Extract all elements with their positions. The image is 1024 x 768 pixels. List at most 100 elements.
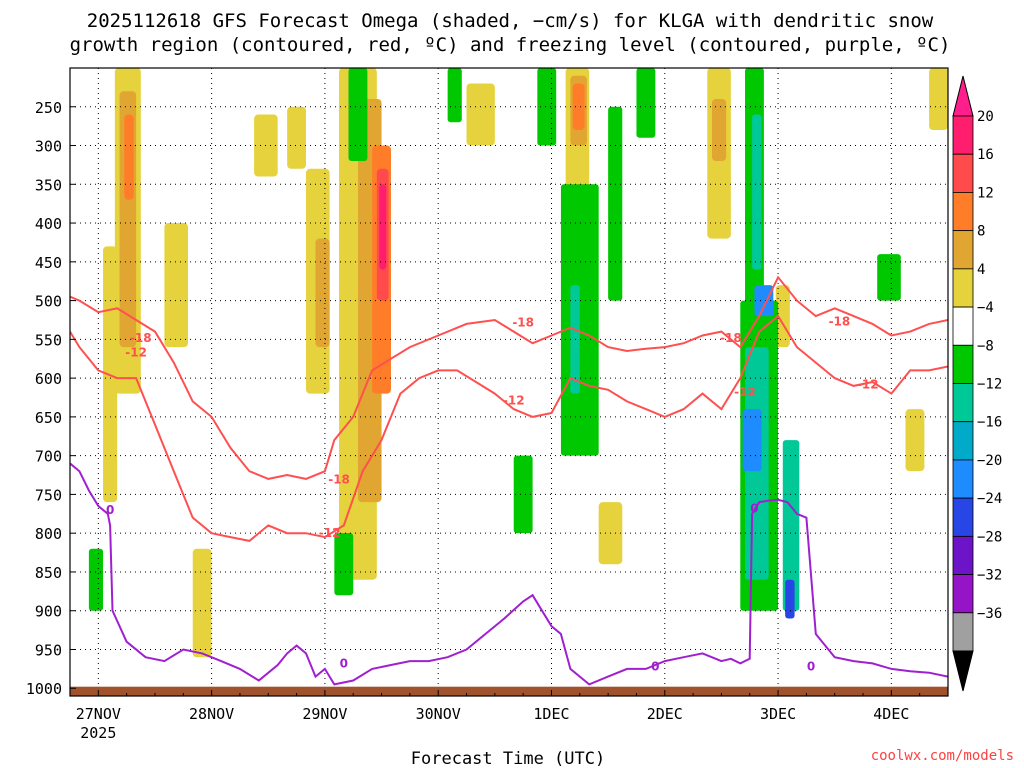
y-tick-label: 350 (35, 176, 62, 194)
contour-minus18-label: -18 (328, 473, 350, 487)
y-tick-label: 1000 (26, 680, 62, 698)
colorbar-label: −28 (977, 529, 1002, 545)
omega-descent-cell (88, 548, 104, 611)
axes: 250 300 350 400 450 500 550 600 650 700 750 800 850 9… (26, 67, 949, 742)
omega-ascent-cell (192, 548, 212, 658)
omega-descent-cell (742, 409, 762, 472)
contour-minus18 (70, 275, 948, 480)
colorbar: 20 16 12 8 4 −4 −8 −12 −16 −20 −24 −28 −32 −36 (952, 75, 1002, 692)
colorbar-swatch (952, 268, 974, 308)
y-tick-label: 650 (35, 409, 62, 427)
omega-descent-cell (754, 285, 774, 317)
y-tick-label: 500 (35, 293, 62, 311)
credit-text[interactable]: coolwx.com/models (871, 748, 1014, 764)
plot-frame (69, 67, 949, 697)
omega-ascent-cell (164, 223, 189, 348)
y-tick-label: 750 (35, 486, 62, 504)
colorbar-swatch (952, 535, 974, 575)
omega-descent-cell (537, 68, 557, 146)
colorbar-label: 8 (977, 224, 985, 240)
colorbar-label: −20 (977, 453, 1002, 469)
freezing-level-contour (70, 462, 948, 686)
omega-ascent-cell (775, 285, 790, 348)
colorbar-swatch (952, 192, 974, 232)
colorbar-swatch (952, 383, 974, 423)
contour-minus12-label: -12 (125, 346, 147, 360)
omega-ascent-cell (124, 114, 134, 200)
x-tick-label: 29NOV (302, 705, 347, 723)
omega-ascent-cell (572, 83, 585, 131)
colorbar-swatch (952, 306, 974, 346)
contour-minus18-label: -18 (130, 331, 152, 345)
omega-ascent-cell (711, 99, 727, 162)
colorbar-swatch (952, 459, 974, 499)
x-tick-label: 2DEC (647, 705, 683, 723)
colorbar-label: −32 (977, 568, 1002, 584)
freezing-level-contour-label: 0 (340, 656, 348, 670)
y-tick-label: 600 (35, 370, 62, 388)
omega-ascent-cell (315, 238, 330, 348)
x-tick-label: 27NOV (76, 705, 121, 723)
omega-descent-cell (348, 68, 368, 162)
colorbar-bottom-arrow (952, 650, 974, 692)
colorbar-swatch (952, 344, 974, 384)
colorbar-swatch (952, 153, 974, 193)
freezing-level-contour-label: 0 (807, 660, 815, 674)
colorbar-swatch (952, 115, 974, 155)
y-tick-label: 800 (35, 525, 62, 543)
colorbar-top-arrow (952, 75, 974, 117)
y-tick-label: 300 (35, 138, 62, 156)
omega-descent-cell (608, 106, 623, 301)
y-tick-label: 700 (35, 448, 62, 466)
contour-minus12-label: -12 (319, 526, 341, 540)
x-tick-label: 3DEC (760, 705, 796, 723)
y-tick-label: 900 (35, 603, 62, 621)
omega-descent-cell (877, 254, 901, 301)
y-tick-label: 950 (35, 641, 62, 659)
contour-minus18-label: -18 (829, 315, 851, 329)
omega-descent-cell (785, 579, 795, 619)
omega-descent-cell (334, 533, 354, 596)
colorbar-swatch (952, 230, 974, 270)
freezing-level-contour-label: 0 (106, 503, 114, 517)
colorbar-swatch (952, 574, 974, 614)
omega-descent-cell (636, 68, 656, 138)
omega-ascent-cell (287, 106, 307, 169)
x-tick-sublabel: 2025 (80, 724, 116, 742)
contour-minus12-label: -12 (734, 385, 756, 399)
colorbar-label: 16 (977, 147, 994, 163)
omega-descent-cell (513, 455, 533, 534)
colorbar-label: 4 (977, 262, 985, 278)
contour-minus12-label: -12 (503, 394, 525, 408)
colorbar-label: −36 (977, 606, 1002, 622)
contour-minus18-label: -18 (512, 315, 534, 329)
chart-title-line2: growth region (contoured, red, ºC) and f… (70, 34, 951, 56)
contour-minus12 (70, 314, 948, 542)
y-tick-label: 850 (35, 564, 62, 582)
colorbar-swatch (952, 421, 974, 461)
omega-descent-cell (752, 114, 762, 270)
colorbar-label: 12 (977, 185, 994, 201)
colorbar-label: −16 (977, 415, 1002, 431)
x-tick-label: 28NOV (189, 705, 234, 723)
omega-ascent-cell (929, 68, 948, 131)
x-tick-label: 1DEC (533, 705, 569, 723)
freezing-level-contour-label: 0 (651, 660, 659, 674)
omega-descent-cell (447, 68, 462, 123)
y-tick-label: 450 (35, 254, 62, 272)
y-tick-label: 400 (35, 215, 62, 233)
surface-terrain (70, 686, 948, 696)
colorbar-label: −24 (977, 491, 1002, 507)
contour-minus12-label: -12 (857, 377, 879, 391)
y-tick-label: 550 (35, 331, 62, 349)
omega-ascent-cell (905, 409, 925, 472)
colorbar-label: −4 (977, 300, 994, 316)
colorbar-label: −12 (977, 377, 1002, 393)
plot-background (70, 68, 948, 696)
colorbar-swatch (952, 497, 974, 537)
colorbar-label: 20 (977, 109, 994, 125)
colorbar-label: −8 (977, 338, 994, 354)
colorbar-swatch (952, 612, 974, 652)
